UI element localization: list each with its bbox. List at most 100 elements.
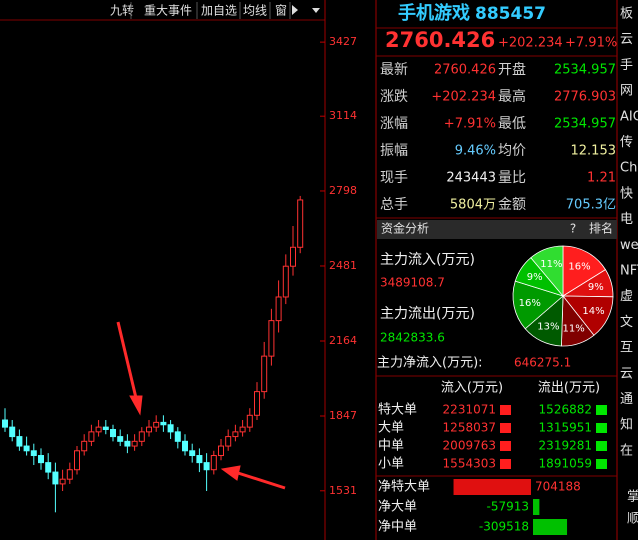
candle-body <box>174 431 181 442</box>
candle-body <box>124 440 131 447</box>
quote-value: 5804万 <box>450 198 496 213</box>
candle-body <box>81 440 88 452</box>
candle-body <box>153 421 160 428</box>
pie-label: 11% <box>562 323 584 334</box>
side-item[interactable]: 快 <box>620 186 633 201</box>
side-item[interactable]: 掌 <box>627 490 638 505</box>
net-bar <box>453 479 531 495</box>
quote-label: 涨幅 <box>380 116 408 132</box>
price-change-pct: +7.91% <box>565 36 617 51</box>
candle-body <box>167 424 174 433</box>
flow-out-swatch <box>596 405 607 415</box>
side-item[interactable]: AIG <box>620 109 638 124</box>
quote-value: 2534.957 <box>554 117 616 132</box>
toolbar-button[interactable]: 窗 <box>275 4 287 18</box>
toolbar-button[interactable]: 九转 <box>110 3 134 18</box>
quote-label: 金额 <box>498 197 526 213</box>
candle-body <box>203 462 210 471</box>
flow-out: 1315951 <box>539 421 592 435</box>
side-item[interactable]: 虚 <box>620 289 633 304</box>
flow-out-swatch <box>596 441 607 451</box>
flow-out-swatch <box>596 459 607 469</box>
pie-label: 14% <box>582 306 604 317</box>
side-item[interactable]: NFT <box>620 264 638 279</box>
flow-in: 1554303 <box>443 457 496 471</box>
quote-label: 最高 <box>498 88 526 105</box>
net-bar <box>533 519 568 535</box>
candle-body <box>23 445 30 452</box>
side-item[interactable]: 在 <box>620 443 633 458</box>
candle-body <box>254 391 260 416</box>
candle-body <box>59 478 66 485</box>
flow-in-swatch <box>500 459 511 469</box>
flow-in-swatch <box>500 423 511 433</box>
side-item[interactable]: 通 <box>620 392 633 407</box>
pie-label: 9% <box>527 272 543 283</box>
outflow-label: 主力流出(万元) <box>380 306 475 322</box>
side-item[interactable]: 云 <box>620 366 633 381</box>
pie-label: 16% <box>519 298 541 309</box>
flow-in: 1258037 <box>443 421 496 435</box>
flow-in: 2231071 <box>443 403 496 417</box>
side-item[interactable]: 顺 <box>627 512 638 527</box>
side-item[interactable]: 云 <box>620 32 633 47</box>
side-item[interactable]: 传 <box>620 135 633 150</box>
quote-value: 705.3亿 <box>566 198 616 213</box>
net-label: 净特大单 <box>378 480 430 495</box>
toolbar-button[interactable]: 均线 <box>243 4 267 18</box>
flow-label: 小单 <box>378 457 404 472</box>
flow-out: 1526882 <box>539 403 592 417</box>
quote-value: 2776.903 <box>554 90 616 105</box>
candle-body <box>261 355 268 393</box>
fund-title: 资金分析 <box>381 221 429 236</box>
panel-separators <box>376 27 617 477</box>
dropdown-icon[interactable] <box>312 8 320 13</box>
flow-out-swatch <box>596 423 607 433</box>
flow-label: 大单 <box>378 421 404 436</box>
candle-body <box>182 440 188 452</box>
toolbar-button[interactable]: 加自选 <box>201 4 237 18</box>
candle-body <box>66 469 73 480</box>
quote-value: +202.234 <box>431 90 496 105</box>
candle-body <box>2 419 8 428</box>
annotation-arrows <box>116 321 286 490</box>
toolbar-button[interactable]: 重大事件 <box>144 4 192 18</box>
net-bar <box>533 499 540 515</box>
side-item[interactable]: 互 <box>620 341 633 356</box>
candle-body <box>52 471 59 485</box>
net-value: -309518 <box>479 520 529 534</box>
candle-body <box>95 426 102 433</box>
quote-label: 最新 <box>380 62 408 78</box>
side-item[interactable]: Cha <box>620 161 638 176</box>
flow-header: 流出(万元) <box>538 381 600 396</box>
net-value: -57913 <box>486 500 529 514</box>
flow-out: 2319281 <box>539 439 592 453</box>
help-button[interactable]: ? <box>570 222 576 236</box>
candle-body <box>282 265 289 298</box>
candle-body <box>110 428 116 438</box>
side-item[interactable]: 知 <box>620 417 633 433</box>
y-tick-label: 3427 <box>329 35 357 48</box>
net-inflow-label: 主力净流入(万元): <box>377 356 483 371</box>
quote-value: 12.153 <box>571 144 617 159</box>
side-item[interactable]: 电 <box>620 212 633 227</box>
y-tick-label: 3114 <box>329 109 357 122</box>
side-item[interactable]: 板 <box>620 7 633 22</box>
outflow-value: 2842833.6 <box>380 331 445 345</box>
side-item[interactable]: 文 <box>620 315 633 330</box>
quote-value: 2760.426 <box>434 63 496 78</box>
flow-label: 中单 <box>378 439 404 454</box>
side-item[interactable]: 手 <box>620 58 633 73</box>
side-item[interactable]: we <box>620 238 638 253</box>
play-icon[interactable] <box>292 5 298 15</box>
stock-code: 885457 <box>475 4 546 24</box>
candle-body <box>239 426 246 433</box>
pie-label: 16% <box>568 261 590 272</box>
candle-body <box>189 450 196 457</box>
candle-body <box>88 431 95 442</box>
pie-slice <box>530 245 564 298</box>
rank-button[interactable]: 排名 <box>589 221 613 236</box>
side-item[interactable]: 网 <box>620 84 633 99</box>
candle-body <box>30 450 37 457</box>
quote-value: 9.46% <box>455 144 496 159</box>
